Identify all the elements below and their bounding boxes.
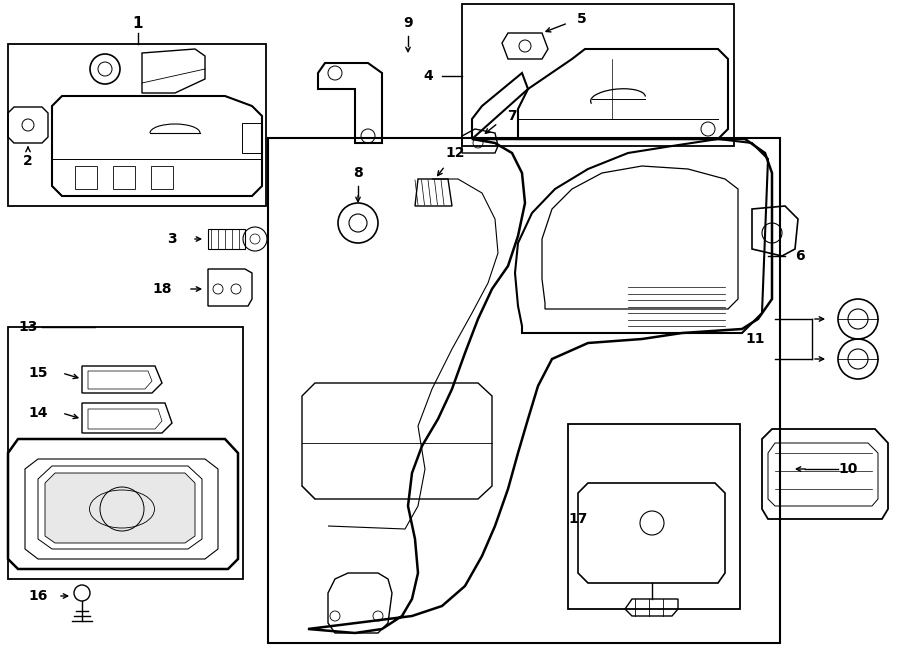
Text: 17: 17 [568, 512, 588, 526]
Bar [268, 138, 780, 643]
Text: 9: 9 [403, 16, 413, 30]
Text: 16: 16 [28, 589, 48, 603]
Text: 2: 2 [23, 154, 33, 168]
Bar [462, 4, 734, 146]
Bar [568, 424, 740, 609]
Polygon shape [45, 473, 195, 543]
Text: 7: 7 [508, 109, 517, 123]
Text: 18: 18 [152, 282, 172, 296]
Text: 3: 3 [167, 232, 176, 246]
Text: 10: 10 [838, 462, 858, 476]
Text: 12: 12 [446, 146, 464, 160]
Text: 11: 11 [745, 332, 765, 346]
Text: 15: 15 [28, 366, 48, 380]
Text: 5: 5 [577, 12, 587, 26]
Bar [8, 44, 266, 206]
Bar [8, 327, 243, 579]
Text: 4: 4 [423, 69, 433, 83]
Text: 13: 13 [18, 320, 38, 334]
Text: 6: 6 [795, 249, 805, 263]
Text: 14: 14 [28, 406, 48, 420]
Text: 8: 8 [353, 166, 363, 180]
Text: 1: 1 [133, 15, 143, 30]
